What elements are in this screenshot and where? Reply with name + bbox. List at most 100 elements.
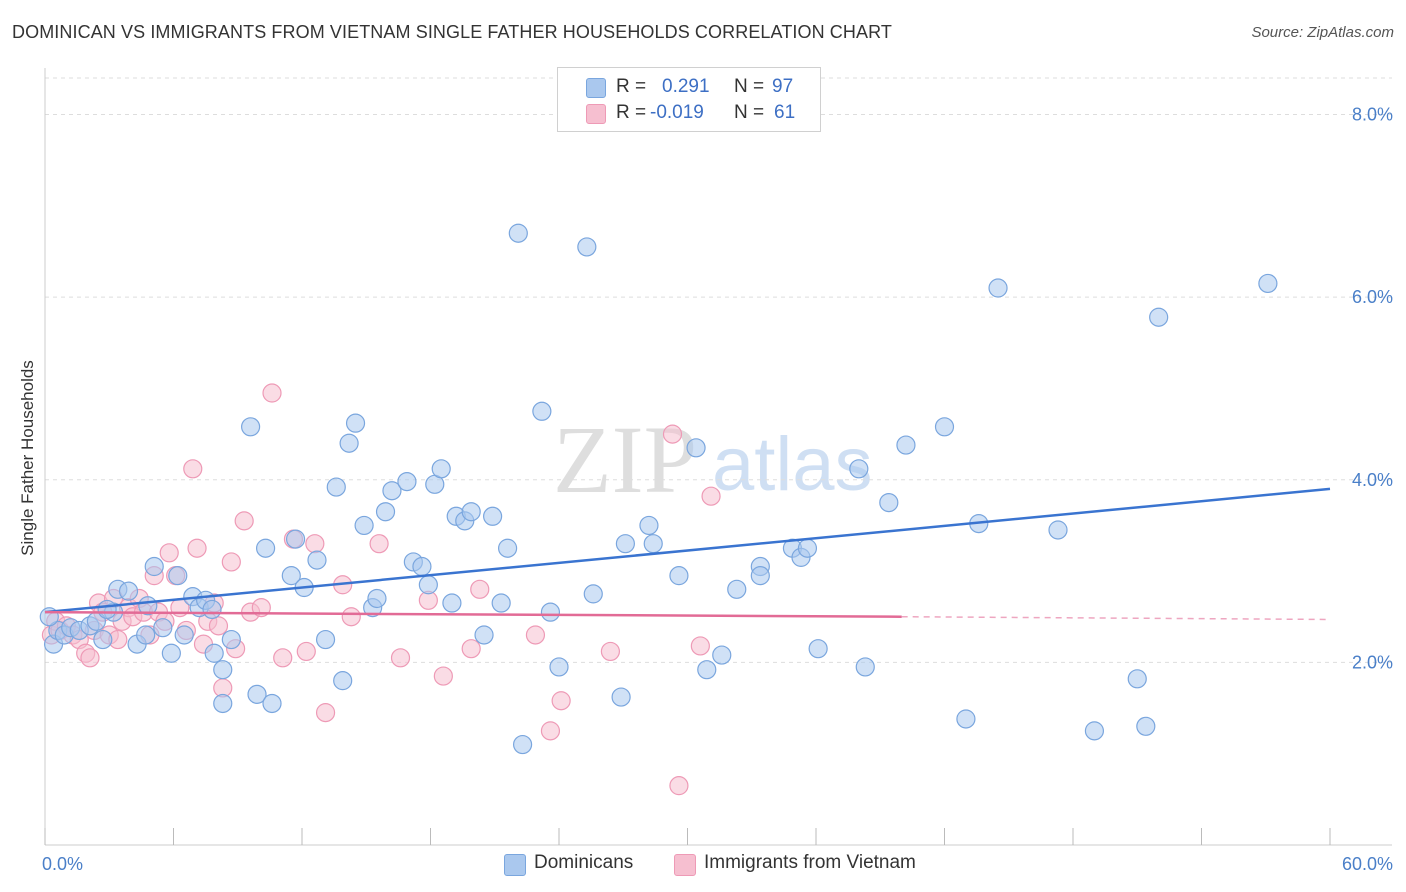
data-point	[1149, 307, 1169, 327]
data-point	[412, 556, 432, 577]
data-point	[315, 703, 336, 723]
data-point	[461, 502, 481, 522]
data-point	[273, 648, 293, 668]
correlation-legend: R = 0.291 N = 97 R = -0.019 N = 61	[557, 67, 821, 132]
data-point	[750, 566, 770, 586]
data-point	[498, 538, 518, 558]
gridlines	[45, 77, 1392, 663]
data-point	[669, 566, 689, 586]
data-point	[93, 629, 113, 650]
trend-line-dominicans	[44, 487, 1331, 614]
data-point	[281, 566, 301, 586]
legend-r-label: R =	[616, 76, 647, 97]
data-point	[540, 602, 561, 622]
data-point	[1136, 716, 1156, 736]
data-point	[202, 599, 222, 620]
data-point	[241, 417, 261, 437]
y-tick-labels: 2.0% 4.0% 6.0% 8.0%	[1352, 105, 1393, 673]
data-point	[583, 584, 603, 604]
data-point	[333, 671, 353, 691]
data-point	[896, 435, 916, 455]
x-tick-labels: 0.0% 60.0%	[42, 854, 1393, 874]
data-point	[375, 502, 396, 522]
data-point	[153, 618, 173, 638]
data-point	[442, 593, 462, 613]
data-point	[727, 579, 747, 599]
legend-r-value: -0.019	[650, 102, 704, 123]
data-point	[643, 534, 663, 554]
data-point	[540, 721, 561, 741]
data-point	[307, 550, 327, 570]
data-point	[221, 552, 241, 572]
data-point	[341, 607, 361, 627]
legend-label: Immigrants from Vietnam	[704, 852, 916, 873]
legend-n-label: N =	[734, 102, 765, 123]
data-point	[144, 556, 164, 577]
legend-swatch-blue	[586, 78, 606, 98]
data-point	[849, 459, 869, 479]
data-point	[390, 648, 411, 668]
data-point	[797, 538, 818, 558]
data-point	[305, 534, 325, 554]
data-point	[551, 691, 571, 711]
data-point	[988, 278, 1008, 298]
data-point	[168, 566, 188, 586]
data-point	[262, 693, 282, 714]
data-point	[213, 660, 233, 680]
data-point	[808, 639, 828, 659]
data-point	[712, 645, 732, 665]
data-point	[397, 471, 417, 492]
legend-label: Dominicans	[534, 852, 634, 873]
data-point	[255, 538, 276, 558]
data-point	[577, 237, 597, 257]
trend-lines	[44, 487, 1331, 621]
watermark-atlas: atlas	[712, 422, 873, 507]
data-point	[701, 486, 721, 506]
y-tick-label: 2.0%	[1352, 652, 1393, 672]
data-point	[491, 593, 511, 613]
data-point	[80, 648, 100, 668]
data-point	[508, 223, 528, 243]
data-point	[549, 657, 569, 677]
data-point	[512, 734, 533, 755]
legend-r-label: R =	[616, 102, 647, 123]
data-point	[262, 383, 282, 403]
legend-swatch-pink	[674, 854, 696, 876]
data-point	[367, 588, 387, 609]
data-point	[369, 534, 389, 554]
data-point	[662, 424, 683, 444]
legend-n-label: N =	[734, 76, 765, 97]
data-point	[418, 575, 438, 595]
y-tick-label: 4.0%	[1352, 470, 1393, 490]
source-attribution: Source: ZipAtlas.com	[1251, 24, 1394, 41]
data-point	[204, 643, 224, 663]
data-point	[474, 625, 494, 645]
data-point	[339, 433, 359, 453]
data-point	[956, 709, 976, 729]
data-point	[934, 417, 955, 437]
data-point	[879, 492, 899, 513]
trend-line-vietnam	[44, 610, 902, 618]
data-point	[345, 413, 366, 433]
data-point	[461, 639, 481, 659]
data-point	[697, 660, 717, 680]
trend-line-vietnam-extension	[901, 615, 1331, 621]
data-point	[97, 599, 117, 620]
legend-n-value: 97	[772, 76, 794, 97]
data-point	[159, 543, 179, 563]
data-point	[525, 625, 546, 645]
axes	[44, 68, 1392, 846]
data-point	[174, 625, 194, 645]
data-point	[208, 616, 229, 636]
data-point	[247, 684, 267, 704]
data-point	[187, 538, 207, 558]
data-point	[296, 641, 316, 662]
data-point	[183, 459, 203, 479]
watermark: ZIP atlas	[553, 406, 873, 513]
x-tick-label: 0.0%	[42, 854, 83, 874]
series-dominicans-points	[39, 223, 1278, 755]
data-point	[118, 581, 139, 601]
y-tick-label: 6.0%	[1352, 287, 1393, 307]
data-point	[354, 515, 374, 536]
